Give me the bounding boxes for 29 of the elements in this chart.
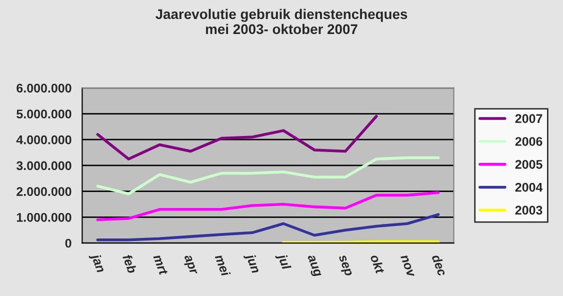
x-tick-label: nov <box>400 254 415 278</box>
y-tick-label: 5.000.000 <box>16 110 72 118</box>
legend-label: 2007 <box>515 114 542 124</box>
line-series <box>96 156 440 196</box>
x-tick-label: mrt <box>153 254 168 276</box>
y-tick-label: 1.000.000 <box>16 212 72 222</box>
y-tick-label: 0 <box>65 238 72 248</box>
x-tick-label: dec <box>432 254 448 277</box>
legend-label: 2005 <box>515 160 542 169</box>
legend-label: 2006 <box>515 137 542 146</box>
y-tick-label: 4.000.000 <box>16 135 72 144</box>
x-tick-label: feb <box>122 254 138 274</box>
line-series <box>96 213 440 242</box>
x-tick-label: apr <box>182 254 198 276</box>
y-tick-label: 6.000.000 <box>16 84 72 93</box>
chart-title: Jaarevolutie gebruik dienstencheques mei 2003- oktober 2007 <box>156 8 408 34</box>
x-tick-label: sep <box>336 254 352 278</box>
x-tick-label: aug <box>305 254 322 278</box>
x-tick-label: jun <box>243 252 262 275</box>
line-series <box>96 114 378 160</box>
x-tick-label: jan <box>88 252 106 274</box>
line-series <box>96 191 440 222</box>
legend-label: 2004 <box>515 182 543 192</box>
y-tick-label: 3.000.000 <box>16 161 72 170</box>
x-tick-label: mei <box>214 254 231 278</box>
x-tick-label: jul <box>275 252 292 272</box>
legend-label: 2003 <box>515 206 542 215</box>
x-tick-label: okt <box>370 254 386 275</box>
y-tick-label: 2.000.000 <box>16 187 72 196</box>
